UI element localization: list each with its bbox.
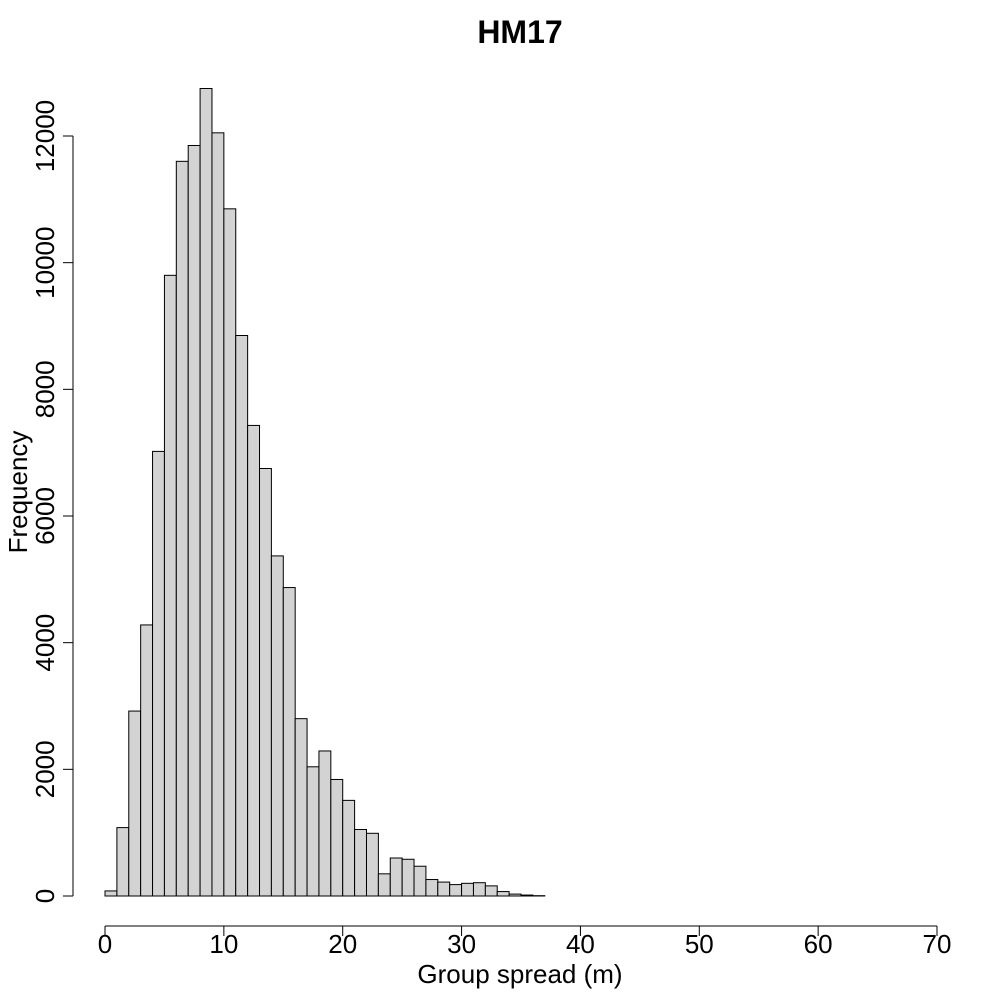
- histogram-bar: [163, 274, 177, 897]
- y-tick-label: 4000: [30, 614, 60, 672]
- x-tick-label: 0: [98, 929, 112, 959]
- x-tick-label: 20: [328, 929, 357, 959]
- histogram-bar: [520, 894, 534, 897]
- y-tick-label: 10000: [30, 227, 60, 299]
- y-axis-label: Frequency: [3, 431, 33, 554]
- histogram-bar: [116, 827, 130, 897]
- y-tick-label: 8000: [30, 360, 60, 418]
- histogram-bar: [104, 890, 118, 897]
- histogram-bar: [175, 160, 189, 897]
- x-axis: 0 10 20 30 40 50 60 70: [98, 925, 952, 959]
- histogram-bar: [140, 624, 154, 897]
- x-tick-label: 60: [804, 929, 833, 959]
- x-tick-label: 70: [923, 929, 952, 959]
- histogram-bar: [437, 881, 451, 897]
- histogram-bar: [365, 832, 379, 897]
- histogram-bar: [152, 450, 165, 897]
- histogram-bar: [223, 208, 237, 897]
- histogram-bar: [472, 882, 486, 897]
- histogram-bar: [354, 829, 367, 897]
- histogram-bar: [461, 882, 474, 897]
- histogram-bar: [211, 132, 225, 897]
- histogram-bar: [294, 718, 308, 897]
- y-tick-label: 12000: [30, 100, 60, 172]
- chart-title: HM17: [477, 14, 562, 50]
- histogram-bar: [413, 865, 427, 897]
- x-axis-label: Group spread (m): [417, 959, 622, 989]
- x-tick-label: 50: [685, 929, 714, 959]
- histogram-bar: [401, 858, 415, 897]
- histogram-bar: [342, 799, 356, 897]
- histogram-bar: [235, 335, 249, 897]
- histogram-bar: [449, 884, 463, 897]
- histogram-bars: [104, 88, 546, 897]
- histogram-bar: [330, 778, 344, 897]
- x-tick-label: 30: [447, 929, 476, 959]
- y-tick-label: 6000: [30, 487, 60, 545]
- y-axis: 0 2000 4000 6000 8000 10000 12000: [30, 100, 74, 903]
- histogram-bar: [496, 891, 510, 897]
- histogram-bar: [318, 750, 332, 897]
- y-tick-label: 0: [30, 889, 60, 903]
- x-tick-label: 10: [209, 929, 238, 959]
- histogram-bar: [270, 555, 284, 897]
- histogram-bar: [425, 879, 439, 897]
- histogram-bar: [282, 587, 296, 897]
- histogram-bar: [187, 145, 201, 897]
- histogram-bar: [484, 885, 498, 897]
- histogram-bar: [128, 710, 142, 897]
- histogram-bar: [247, 424, 261, 897]
- y-tick-label: 2000: [30, 740, 60, 798]
- histogram-bar: [377, 873, 391, 897]
- histogram-bar: [199, 88, 213, 897]
- x-tick-label: 40: [566, 929, 595, 959]
- histogram-bar: [259, 468, 272, 897]
- histogram-bar: [389, 857, 403, 897]
- histogram-bar: [306, 766, 320, 897]
- histogram-bar: [508, 893, 522, 897]
